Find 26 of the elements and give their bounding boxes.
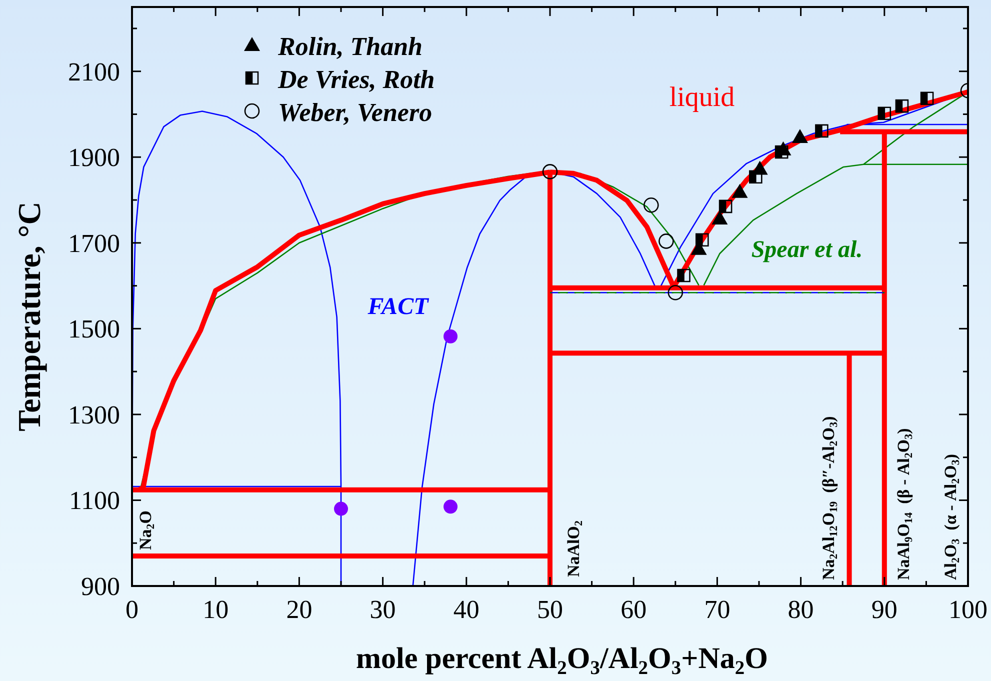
- x-tick-label: 60: [620, 595, 647, 624]
- x-tick-label: 20: [286, 595, 312, 624]
- y-axis-title: Temperature, °C: [11, 202, 47, 432]
- x-tick-label: 90: [871, 595, 898, 624]
- x-tick-label: 70: [704, 595, 730, 624]
- annotation: liquid: [669, 82, 735, 113]
- text: mole percent Al$_{2}$O$_{3}$/Al$_{2}$O$_{3}$+Na$_{2}$O: [356, 642, 768, 679]
- y-tick-label: 1300: [68, 400, 120, 430]
- x-tick-label: 100: [948, 595, 988, 624]
- y-tick-label: 1500: [68, 314, 120, 344]
- x-tick-label: 50: [537, 595, 563, 624]
- x-tick-label: 0: [126, 595, 138, 624]
- legend-label: Rolin, Thanh: [277, 32, 423, 61]
- x-tick-label: 40: [453, 595, 480, 624]
- y-tick-label: 1900: [68, 143, 120, 172]
- x-tick-label: 30: [370, 595, 396, 624]
- legend-label: Weber, Venero: [278, 98, 432, 127]
- y-tick-label: 2100: [68, 57, 120, 86]
- y-tick-label: 900: [81, 572, 120, 601]
- y-tick-label: 1700: [68, 228, 120, 258]
- x-tick-label: 10: [202, 595, 229, 624]
- x-tick-label: 80: [788, 595, 814, 624]
- annotation: Spear et al.: [751, 237, 863, 263]
- y-tick-label: 1100: [68, 486, 120, 516]
- legend-label: De Vries, Roth: [277, 65, 435, 94]
- annotation: FACT: [366, 294, 430, 320]
